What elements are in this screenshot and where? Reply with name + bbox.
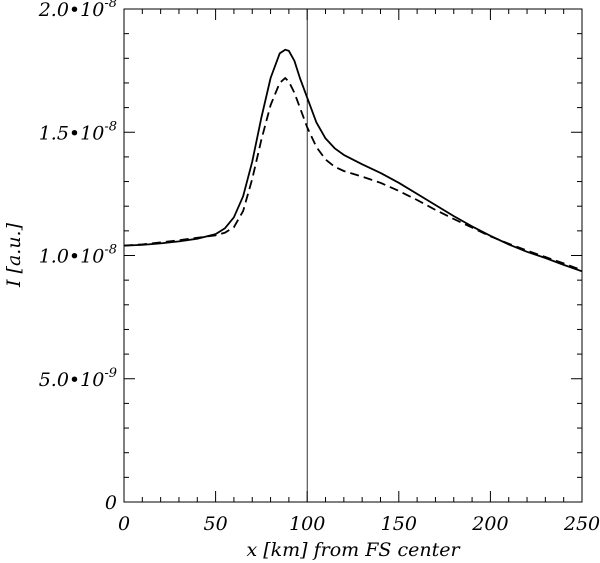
y-tick-label: 5.0•10-9 — [39, 366, 117, 391]
y-tick-label: 1.5•10-8 — [39, 119, 117, 144]
y-axis-title: I [a.u.] — [3, 222, 25, 288]
x-tick-label: 150 — [381, 513, 417, 535]
plot-frame — [123, 8, 583, 503]
series-dashed-line — [123, 77, 583, 272]
x-tick-label: 100 — [289, 513, 325, 535]
x-tick-label: 250 — [563, 513, 600, 535]
y-tick-label: 0 — [105, 492, 117, 514]
y-tick-labels: 0 5.0•10-9 1.0•10-8 1.5•10-8 2.0•10-8 — [38, 0, 117, 514]
x-tick-label: 50 — [204, 513, 228, 535]
y-tick-label: 1.0•10-8 — [39, 243, 117, 268]
axis-ticks — [123, 8, 583, 503]
x-axis-title: x [km] from FS center — [246, 539, 461, 561]
x-tick-label: 0 — [118, 513, 130, 535]
x-tick-labels: 0 50 100 150 200 250 — [118, 513, 600, 535]
x-tick-label: 200 — [471, 513, 508, 535]
series-solid-line — [123, 48, 583, 273]
y-tick-label: 2.0•10-8 — [38, 0, 117, 21]
series-layer — [123, 48, 583, 273]
